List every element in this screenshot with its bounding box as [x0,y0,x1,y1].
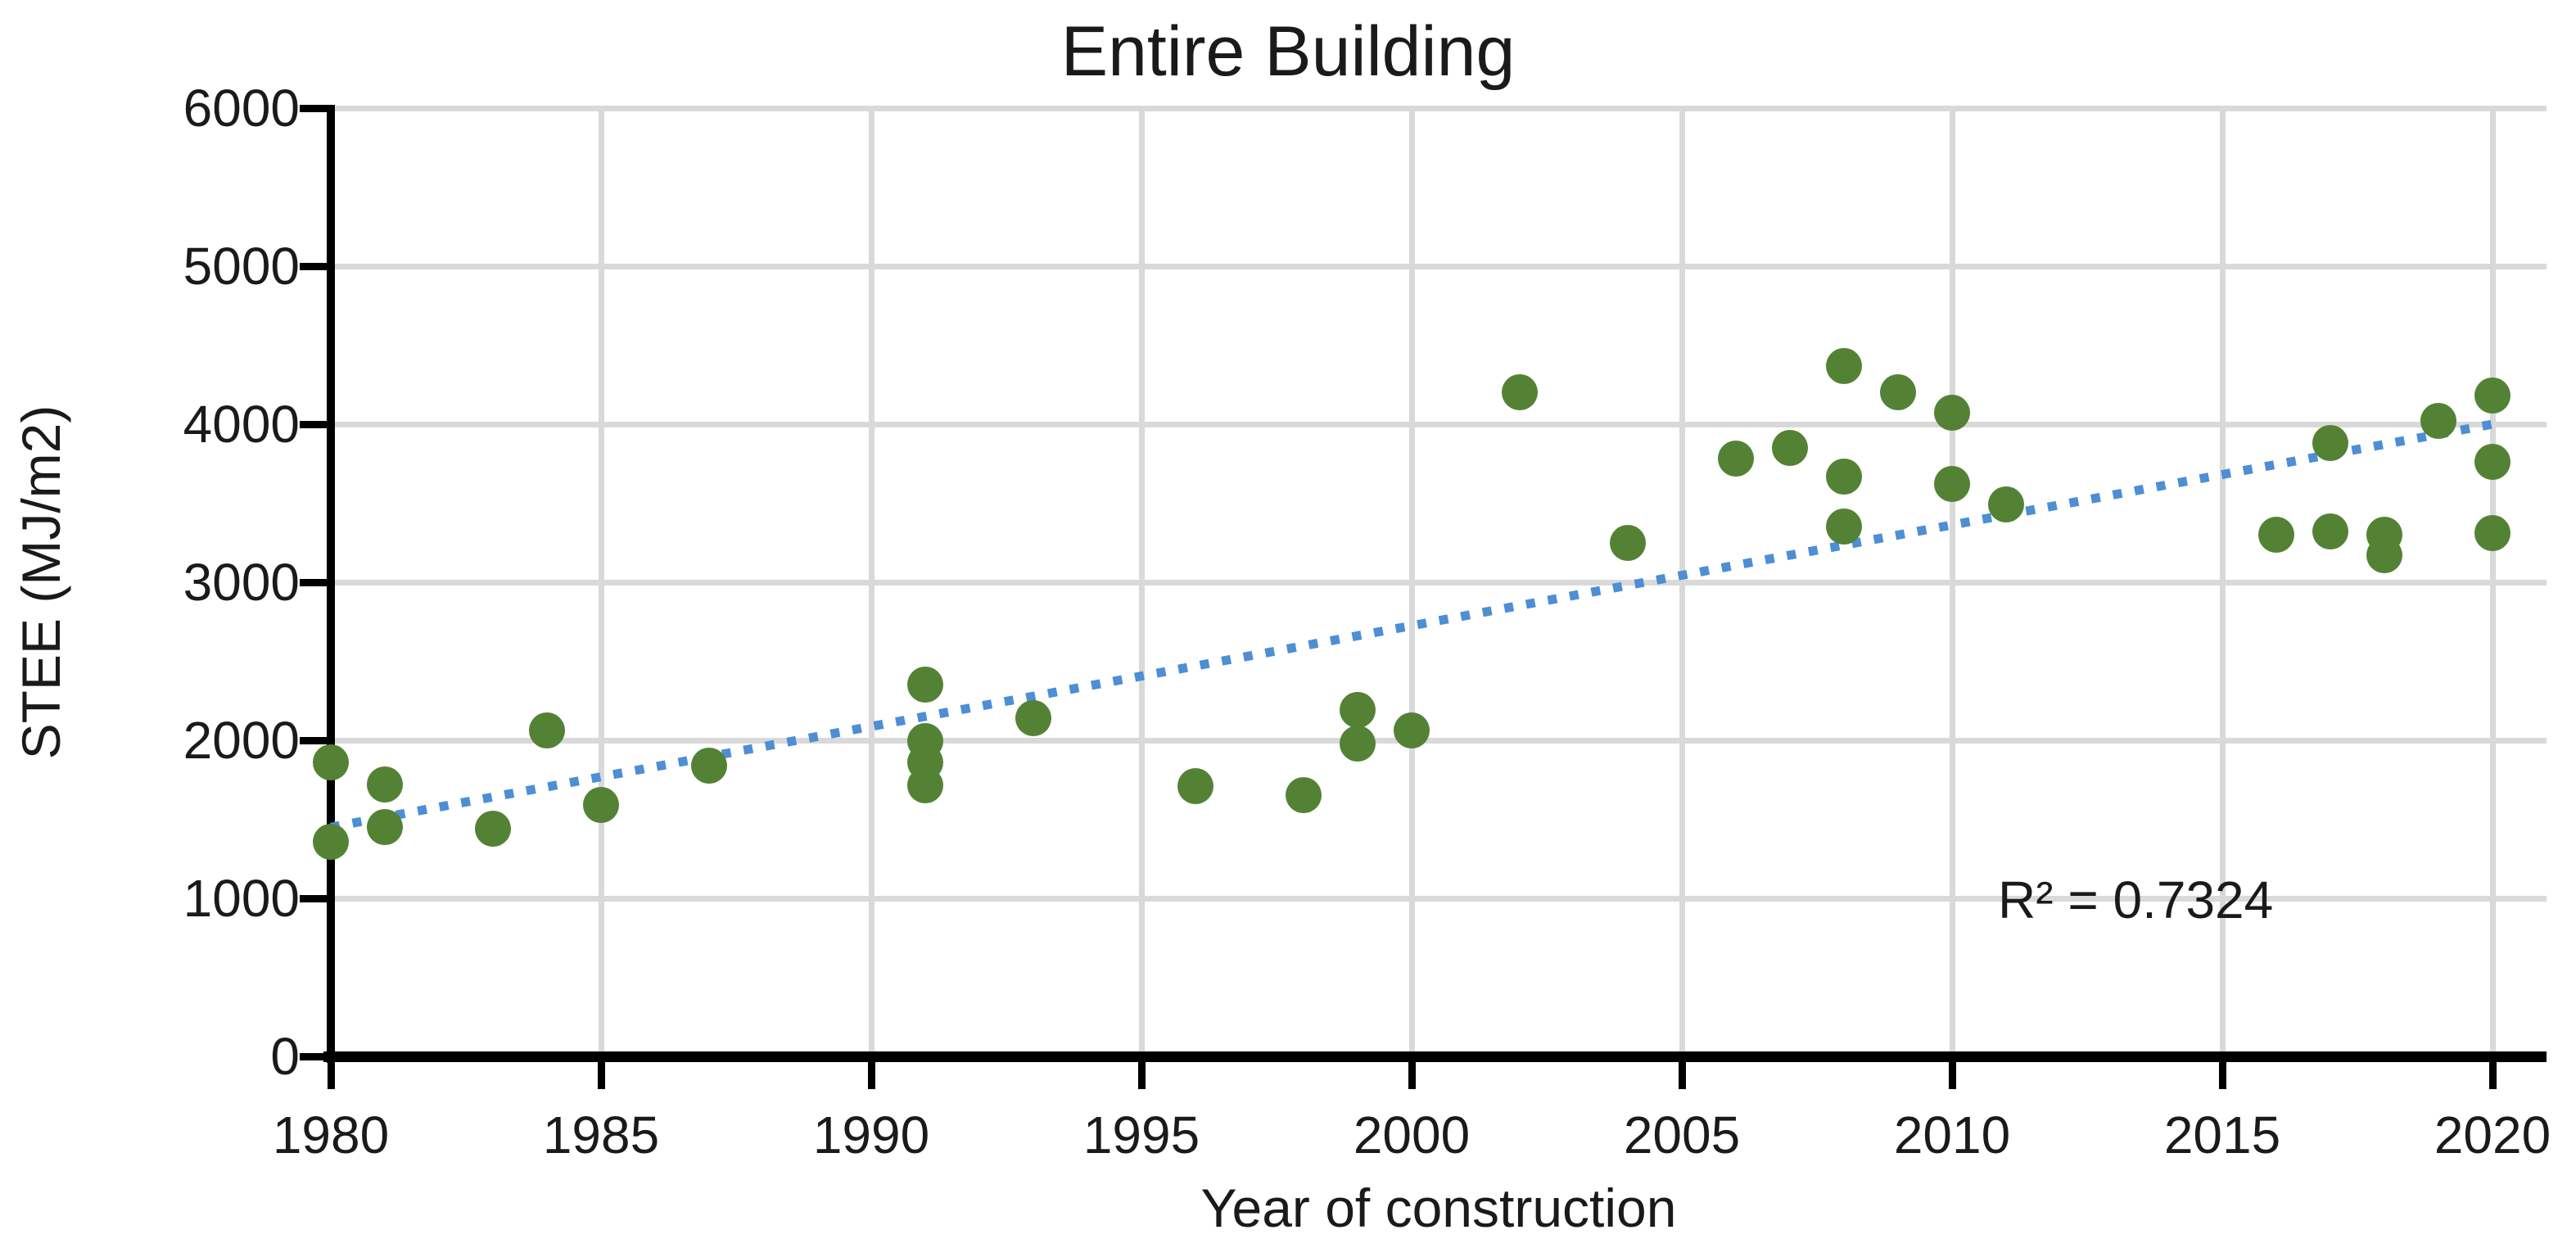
data-point [2474,378,2510,414]
data-point [1177,767,1213,804]
data-point [2420,403,2456,440]
y-axis-line [327,105,335,1063]
v-gridline-2000 [1409,108,1415,1056]
trendline [329,419,2494,832]
data-point [1394,712,1430,749]
data-point [907,767,943,803]
data-point [2312,425,2348,462]
plot-area [300,105,2547,1089]
x-tick-label-1995: 1995 [1082,1106,1200,1164]
y-tick-3000 [300,579,331,586]
y-tick-2000 [300,737,331,744]
y-tick-label-0: 0 [270,1027,300,1086]
data-point [2312,513,2348,550]
y-tick-label-6000: 6000 [183,79,300,138]
h-gridline-3000 [331,580,2547,586]
data-point [367,809,403,846]
data-point [1015,699,1051,736]
x-tick-2005 [1679,1058,1686,1089]
x-tick-label-1990: 1990 [812,1106,930,1164]
data-point [2474,444,2510,481]
y-tick-label-3000: 3000 [183,553,300,612]
data-point [1880,374,1916,411]
v-gridline-1995 [1139,108,1145,1056]
y-tick-6000 [300,105,331,112]
data-point [583,787,619,824]
x-tick-label-1985: 1985 [542,1106,660,1164]
data-point [1826,347,1862,384]
y-tick-4000 [300,421,331,428]
data-point [691,747,727,784]
data-point [1718,441,1754,477]
v-gridline-2015 [2220,108,2226,1056]
chart-title: Entire Building [1060,12,1516,91]
x-tick-label-2010: 2010 [1893,1106,2011,1164]
y-tick-label-2000: 2000 [183,711,300,770]
data-point [1826,458,1862,495]
data-point [1286,776,1322,813]
data-point [1988,486,2024,523]
y-tick-1000 [300,895,331,902]
x-tick-2020 [2489,1058,2497,1089]
data-point [1340,692,1376,729]
x-tick-label-2000: 2000 [1353,1106,1471,1164]
y-tick-5000 [300,263,331,270]
r-squared-annotation: R² = 0.7324 [1998,870,2274,929]
x-tick-1990 [868,1058,875,1089]
v-gridline-1985 [599,108,604,1056]
x-axis-line [323,1051,2547,1062]
v-gridline-2010 [1950,108,1955,1056]
data-point [2474,515,2510,552]
data-point [313,823,349,860]
x-tick-2000 [1408,1058,1416,1089]
v-gridline-1990 [869,108,874,1056]
data-point [475,811,511,848]
data-point [1502,374,1538,411]
h-gridline-2000 [331,738,2547,744]
data-point [1772,429,1808,466]
x-tick-1985 [598,1058,605,1089]
data-point [2366,537,2402,574]
x-tick-label-2020: 2020 [2434,1106,2551,1164]
y-tick-label-5000: 5000 [183,237,300,296]
x-tick-label-2005: 2005 [1623,1106,1741,1164]
data-point [1934,466,1970,503]
v-gridline-2005 [1679,108,1685,1056]
data-point [313,744,349,781]
data-point [367,766,403,803]
x-tick-2015 [2219,1058,2226,1089]
h-gridline-4000 [331,422,2547,427]
data-point [1610,524,1646,561]
v-gridline-2020 [2490,108,2496,1056]
x-axis-title: Year of construction [1200,1178,1677,1238]
data-point [1340,725,1376,762]
y-tick-label-1000: 1000 [183,869,300,928]
data-point [907,667,943,703]
x-tick-label-1980: 1980 [272,1106,390,1164]
h-gridline-6000 [331,106,2547,111]
y-tick-0 [300,1053,331,1060]
y-tick-label-4000: 4000 [183,395,300,454]
x-tick-1995 [1138,1058,1146,1089]
x-tick-1980 [328,1058,335,1089]
data-point [1934,395,1970,432]
x-tick-2010 [1949,1058,1956,1089]
data-point [529,712,565,749]
data-point [1826,509,1862,545]
h-gridline-1000 [331,896,2547,902]
data-point [2258,517,2294,554]
x-tick-label-2015: 2015 [2163,1106,2281,1164]
h-gridline-5000 [331,264,2547,269]
